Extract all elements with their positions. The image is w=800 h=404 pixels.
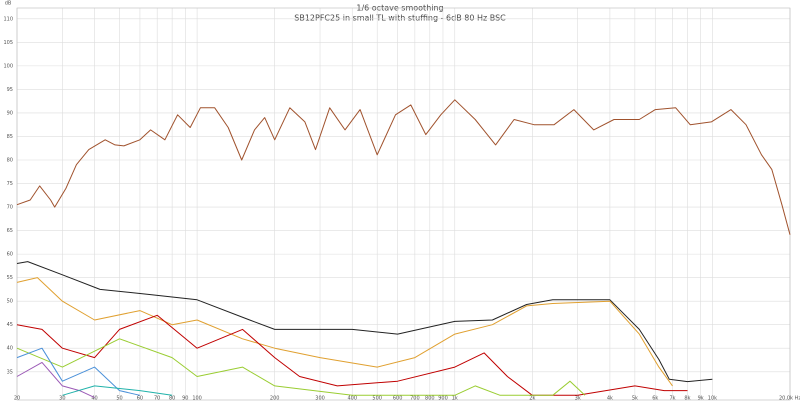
x-tick-label: 800 bbox=[425, 396, 435, 402]
y-tick-label: 80 bbox=[7, 158, 13, 164]
y-tick-label: 55 bbox=[7, 275, 13, 281]
x-tick-label: 500 bbox=[372, 396, 382, 402]
series-line bbox=[62, 385, 173, 396]
series-line bbox=[16, 99, 791, 235]
chart-subtitle: SB12PFC25 in small TL with stuffing - 6d… bbox=[294, 14, 506, 23]
series-line bbox=[16, 277, 673, 387]
series-line bbox=[16, 361, 95, 399]
x-tick-label: 4k bbox=[607, 396, 613, 402]
x-tick-label: 50 bbox=[116, 396, 122, 402]
x-tick-label: 10k bbox=[708, 396, 717, 402]
x-tick-label: 8k bbox=[684, 396, 690, 402]
series-line bbox=[16, 347, 141, 396]
x-tick-label: 700 bbox=[410, 396, 420, 402]
y-axis-label: dB bbox=[5, 1, 12, 7]
x-tick-label: 2k bbox=[529, 396, 535, 402]
x-tick-label: 6k bbox=[652, 396, 658, 402]
x-tick-label: 200 bbox=[270, 396, 280, 402]
series-line bbox=[16, 338, 586, 396]
y-tick-label: 105 bbox=[3, 40, 13, 46]
y-tick-label: 75 bbox=[7, 181, 13, 187]
x-tick-label: 90 bbox=[182, 396, 188, 402]
x-tick-label: 300 bbox=[315, 396, 325, 402]
x-tick-label: 40 bbox=[91, 396, 97, 402]
x-tick-label: 9k bbox=[698, 396, 704, 402]
series-line bbox=[16, 261, 713, 383]
x-tick-label: 900 bbox=[438, 396, 448, 402]
y-tick-label: 45 bbox=[7, 322, 13, 328]
x-tick-label: 100 bbox=[192, 396, 202, 402]
y-tick-label: 110 bbox=[3, 16, 13, 22]
x-tick-label: 3k bbox=[575, 396, 581, 402]
y-tick-label: 35 bbox=[7, 369, 13, 375]
y-tick-label: 50 bbox=[7, 299, 13, 305]
y-tick-label: 90 bbox=[7, 110, 13, 116]
x-tick-label: 60 bbox=[137, 396, 143, 402]
x-tick-label: 600 bbox=[393, 396, 403, 402]
y-tick-label: 65 bbox=[7, 228, 13, 234]
x-tick-label: 70 bbox=[154, 396, 160, 402]
y-tick-label: 95 bbox=[7, 87, 13, 93]
x-tick-label: 5k bbox=[632, 396, 638, 402]
x-tick-label: 7k bbox=[669, 396, 675, 402]
y-tick-label: 40 bbox=[7, 346, 13, 352]
x-tick-label: 30 bbox=[59, 396, 65, 402]
x-tick-label: 80 bbox=[169, 396, 175, 402]
y-tick-label: 60 bbox=[7, 252, 13, 258]
y-tick-label: 85 bbox=[7, 134, 13, 140]
plot-frame bbox=[16, 7, 791, 401]
series-line bbox=[16, 314, 688, 396]
x-tick-label: 400 bbox=[347, 396, 357, 402]
y-tick-label: 70 bbox=[7, 205, 13, 211]
x-tick-label: 20.0k Hz bbox=[779, 396, 800, 402]
y-tick-label: 100 bbox=[3, 63, 13, 69]
x-tick-label: 1k bbox=[452, 396, 458, 402]
